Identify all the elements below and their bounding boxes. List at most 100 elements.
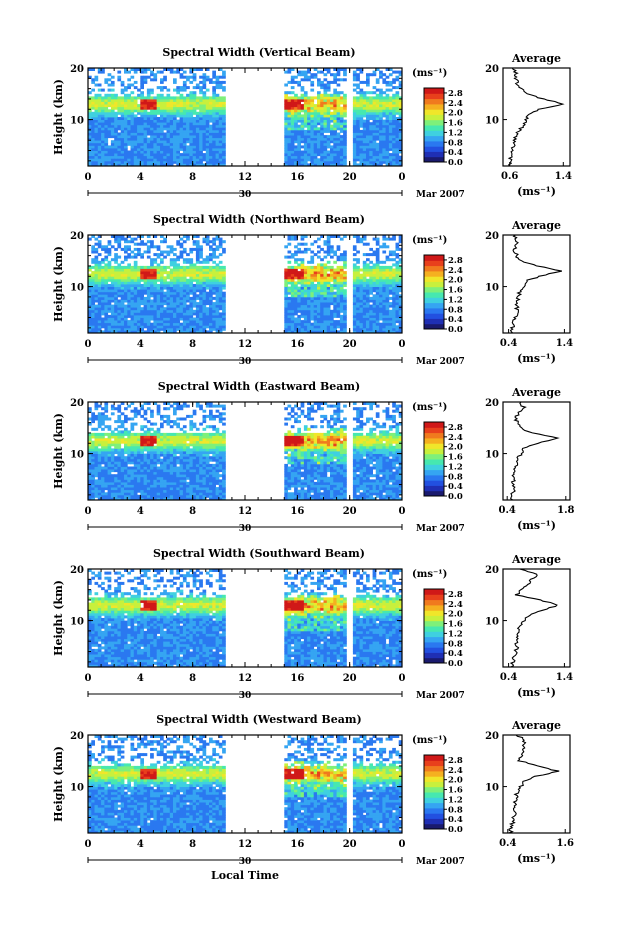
heatmap-cell xyxy=(114,276,118,280)
heatmap-cell xyxy=(189,265,194,269)
heatmap-cell xyxy=(205,147,210,151)
heatmap-cell xyxy=(130,158,135,162)
heatmap-cell xyxy=(284,104,288,108)
heatmap-cell xyxy=(169,119,174,123)
heatmap-cell xyxy=(140,240,144,244)
heatmap-cell xyxy=(385,265,390,269)
heatmap-cell xyxy=(326,289,331,293)
heatmap-cell xyxy=(133,145,138,149)
colorbar-swatch xyxy=(424,130,444,137)
heatmap-cell xyxy=(91,80,95,84)
heatmap-cell xyxy=(160,132,164,136)
heatmap-cell xyxy=(199,114,203,118)
heatmap-cell xyxy=(313,117,318,120)
heatmap-cell xyxy=(323,104,328,108)
heatmap-cell xyxy=(97,253,102,257)
heatmap-cell xyxy=(97,104,102,108)
heatmap-cell xyxy=(176,281,180,285)
heatmap-cell xyxy=(388,273,393,277)
heatmap-cell xyxy=(290,312,295,316)
heatmap-cell xyxy=(88,135,92,139)
heatmap-cell xyxy=(150,117,154,120)
heatmap-cell xyxy=(88,476,92,480)
heatmap-cell xyxy=(166,317,171,321)
heatmap-cell xyxy=(182,260,187,264)
heatmap-cell xyxy=(284,106,288,110)
heatmap-cell xyxy=(300,119,305,123)
heatmap-cell xyxy=(195,307,200,311)
heatmap-cell xyxy=(120,158,125,162)
heatmap-cell xyxy=(222,322,226,326)
heatmap-cell xyxy=(392,330,396,334)
heatmap-cell xyxy=(169,153,174,157)
heatmap-cell xyxy=(398,320,403,324)
heatmap-cell xyxy=(176,109,180,113)
heatmap-cell xyxy=(153,307,158,311)
heatmap-cell xyxy=(372,101,377,105)
heatmap-cell xyxy=(104,111,109,115)
heatmap-cell xyxy=(356,155,360,159)
heatmap-cell xyxy=(310,330,315,334)
heatmap-cell xyxy=(326,276,331,280)
heatmap-cell xyxy=(143,242,148,246)
heatmap-cell xyxy=(356,268,360,272)
heatmap-cell xyxy=(94,258,99,262)
heatmap-cell xyxy=(169,70,174,74)
heatmap-cell xyxy=(209,289,213,293)
heatmap-cell xyxy=(313,124,318,128)
heatmap-cell xyxy=(395,160,400,164)
heatmap-cell xyxy=(313,299,318,303)
heatmap-cell xyxy=(294,75,298,79)
heatmap-cell xyxy=(199,129,203,133)
heatmap-cell xyxy=(382,242,387,246)
heatmap-cell xyxy=(362,291,367,295)
heatmap-cell xyxy=(310,88,315,92)
heatmap-cell xyxy=(173,124,177,128)
heatmap-cell xyxy=(330,247,334,251)
heatmap-cell xyxy=(110,75,115,79)
heatmap-cell xyxy=(101,258,105,262)
heatmap-cell xyxy=(356,330,360,334)
heatmap-cell xyxy=(212,302,216,306)
heatmap-cell xyxy=(343,278,347,282)
heatmap-cell xyxy=(127,312,131,316)
heatmap-cell xyxy=(313,330,318,334)
heatmap-cell xyxy=(392,101,396,105)
heatmap-cell xyxy=(133,271,138,275)
heatmap-cell xyxy=(287,106,292,110)
heatmap-cell xyxy=(297,273,301,277)
heatmap-cell xyxy=(88,268,92,272)
heatmap-cell xyxy=(385,291,390,295)
heatmap-cell xyxy=(143,142,148,146)
heatmap-cell xyxy=(91,132,95,136)
heatmap-cell xyxy=(395,255,400,259)
heatmap-cell xyxy=(339,281,344,285)
heatmap-cell xyxy=(395,119,400,123)
heatmap-cell xyxy=(333,109,337,113)
heatmap-cell xyxy=(215,294,220,298)
heatmap-cell xyxy=(199,294,203,298)
heatmap-cell xyxy=(205,75,210,79)
heatmap-cell xyxy=(140,101,144,105)
heatmap-cell xyxy=(173,247,177,251)
heatmap-cell xyxy=(179,294,184,298)
heatmap-cell xyxy=(199,142,203,146)
heatmap-cell xyxy=(398,160,403,164)
heatmap-cell xyxy=(107,263,112,267)
heatmap-cell xyxy=(146,106,151,110)
heatmap-cell xyxy=(297,309,301,313)
heatmap-cell xyxy=(284,271,288,275)
heatmap-cell xyxy=(218,132,223,136)
heatmap-cell xyxy=(169,284,174,287)
heatmap-cell xyxy=(320,140,324,144)
heatmap-cell xyxy=(366,147,370,151)
heatmap-cell xyxy=(202,119,207,123)
heatmap-cell xyxy=(359,150,364,154)
heatmap-cell xyxy=(339,255,344,259)
heatmap-cell xyxy=(388,155,393,159)
heatmap-cell xyxy=(104,317,109,321)
heatmap-cell xyxy=(101,247,105,251)
heatmap-cell xyxy=(218,289,223,293)
heatmap-cell xyxy=(372,117,377,120)
heatmap-cell xyxy=(150,307,154,311)
